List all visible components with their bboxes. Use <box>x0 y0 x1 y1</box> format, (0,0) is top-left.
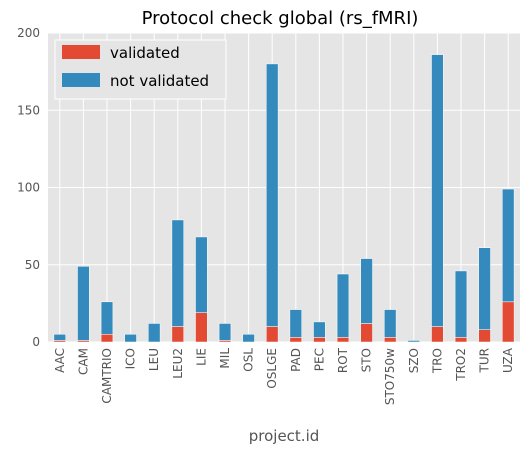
x-tick-label: LEU <box>147 348 161 371</box>
chart-title: Protocol check global (rs_fMRI) <box>142 8 419 29</box>
bar-segment <box>266 326 279 343</box>
y-tick-label: 200 <box>17 26 40 40</box>
x-tick-label: STO750w <box>383 348 397 405</box>
x-tick-label: CAMTRIO <box>100 348 114 404</box>
bars <box>53 54 515 343</box>
x-tick-label: PAD <box>289 348 303 372</box>
bar-segment <box>148 323 161 343</box>
bar-segment <box>100 301 114 335</box>
bar-segment <box>502 301 515 343</box>
x-tick-label: ROT <box>336 347 350 373</box>
legend-swatch-validated <box>62 45 100 59</box>
bar-segment <box>360 258 373 324</box>
bar-segment <box>478 247 491 330</box>
x-tick-label: OSL <box>242 348 256 372</box>
x-tick-label: STO <box>360 348 374 372</box>
x-tick-label: TRO2 <box>454 348 468 382</box>
y-tick-label: 50 <box>25 258 40 272</box>
x-tick-label: UZA <box>501 347 515 373</box>
bar-segment <box>242 334 255 343</box>
bar-segment <box>313 321 326 338</box>
bar-segment <box>431 326 444 343</box>
bar-segment <box>360 323 373 343</box>
bar-segment <box>195 236 208 313</box>
bar-segment <box>77 266 90 341</box>
bar-segment <box>289 337 302 343</box>
bar-segment <box>336 337 350 343</box>
bar-segment <box>313 337 326 343</box>
x-tick-label: OSLGE <box>265 348 279 389</box>
bar-segment <box>53 334 66 341</box>
bar-segment <box>384 337 397 343</box>
bar-segment <box>454 337 468 343</box>
bar-segment <box>218 323 232 341</box>
bar-segment <box>336 273 350 338</box>
x-tick-label: TRO <box>430 348 444 374</box>
legend-swatch-not-validated <box>62 73 100 87</box>
x-tick-label: LIE <box>194 348 208 366</box>
legend-label-not-validated: not validated <box>110 72 209 90</box>
bar-segment <box>266 63 279 327</box>
bar-segment <box>502 188 515 303</box>
legend: validated not validated <box>54 39 227 100</box>
bar-segment <box>454 270 468 338</box>
bar-segment <box>171 219 184 327</box>
x-axis-label: project.id <box>249 427 320 445</box>
bar-segment <box>431 54 444 327</box>
y-axis: 0 50 100 150 200 <box>17 26 40 349</box>
x-tick-label: CAM <box>76 348 90 375</box>
legend-label-validated: validated <box>110 44 180 62</box>
bar-segment <box>195 312 208 343</box>
x-axis: AAC CAM CAMTRIO ICO LEU LEU2 LIE MIL OSL OSLGE PAD… <box>53 347 515 405</box>
bar-segment <box>478 329 491 343</box>
x-tick-label: PEC <box>312 348 326 371</box>
bar-segment <box>407 340 420 343</box>
x-tick-label: SZO <box>407 348 421 373</box>
x-tick-label: TUR <box>478 348 492 373</box>
x-tick-label: AAC <box>53 348 67 373</box>
y-tick-label: 0 <box>32 335 40 349</box>
bar-segment <box>100 334 114 343</box>
y-tick-label: 100 <box>17 181 40 195</box>
x-tick-label: MIL <box>218 348 232 369</box>
bar-segment <box>171 326 184 343</box>
bar-segment <box>289 309 302 338</box>
bar-segment <box>384 309 397 338</box>
x-tick-label: ICO <box>124 348 138 369</box>
bar-segment <box>124 334 137 343</box>
y-tick-label: 150 <box>17 103 40 117</box>
x-tick-label: LEU2 <box>171 348 185 379</box>
